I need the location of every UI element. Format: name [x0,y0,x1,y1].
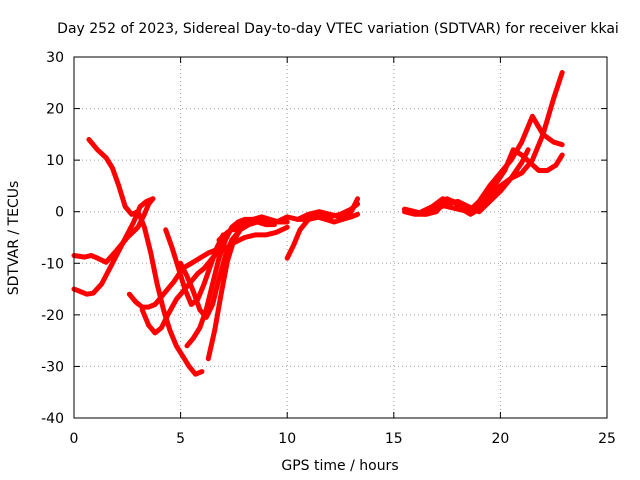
y-tick-label: -10 [41,256,64,272]
series-line-track-13 [284,211,361,261]
series-line-track-3 [86,137,205,377]
series-line-track-2 [71,196,156,297]
plot-frame [73,56,608,419]
y-tick-label: 10 [46,153,64,169]
x-tick-label: 0 [70,431,79,447]
y-tick-label: 20 [46,102,64,118]
series-line-track-14 [295,196,361,222]
y-tick-label: 0 [55,205,64,221]
y-tick-label: -40 [41,411,64,427]
y-axis-label: SDTVAR / TECUs [6,181,22,296]
chart-title: Day 252 of 2023, Sidereal Day-to-day VTE… [57,21,619,37]
series-line-track-8 [184,216,269,349]
series-line-track-17 [419,147,565,217]
x-tick-label: 5 [176,431,185,447]
y-tick-label: -20 [41,308,64,324]
y-tick-label: 30 [46,50,64,66]
x-tick-label: 10 [278,431,296,447]
series-line-track-11 [220,224,290,253]
axis-ticks: 0 5 10 15 20 25 -40 -30 -20 -10 0 10 20 30 [41,50,616,447]
x-tick-label: 20 [491,431,509,447]
series-line-track-18 [433,113,565,215]
x-axis-label: GPS time / hours [281,458,398,474]
x-tick-label: 15 [385,431,403,447]
series-line-track-4 [126,247,218,310]
x-tick-label: 25 [598,431,616,447]
gridlines [74,57,607,418]
y-tick-label: -30 [41,359,64,375]
data-series [71,70,565,377]
